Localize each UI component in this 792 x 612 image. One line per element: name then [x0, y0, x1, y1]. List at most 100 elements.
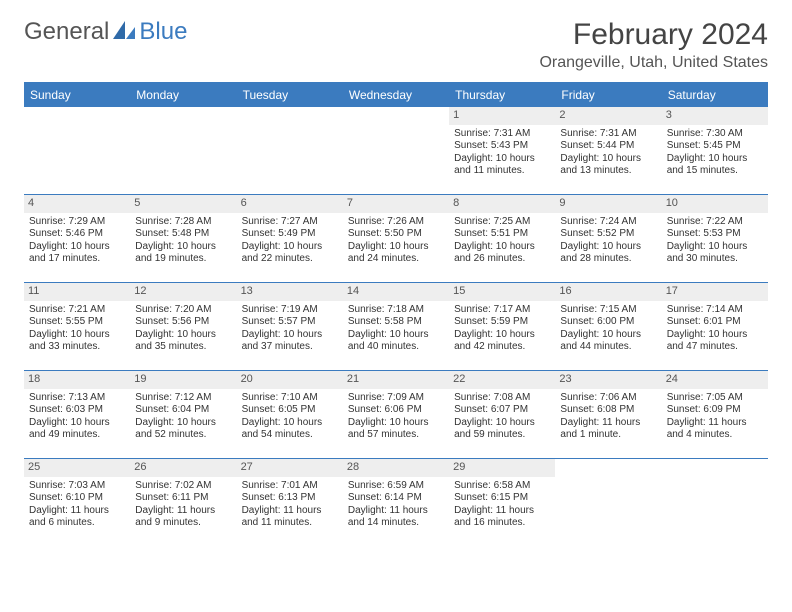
- dow-row: SundayMondayTuesdayWednesdayThursdayFrid…: [24, 83, 768, 107]
- day-number: 11: [24, 283, 130, 301]
- sunset-line: Sunset: 5:53 PM: [667, 228, 763, 241]
- day-cell: 19Sunrise: 7:12 AMSunset: 6:04 PMDayligh…: [130, 371, 236, 459]
- day-number: 4: [24, 195, 130, 213]
- brand-word1: General: [24, 18, 109, 46]
- day-number: 24: [662, 371, 768, 389]
- calendar-row: 4Sunrise: 7:29 AMSunset: 5:46 PMDaylight…: [24, 195, 768, 283]
- brand-word2: Blue: [139, 18, 187, 46]
- daylight-line: Daylight: 10 hours and 54 minutes.: [242, 417, 338, 442]
- sail-icon: [111, 19, 137, 46]
- day-cell: 25Sunrise: 7:03 AMSunset: 6:10 PMDayligh…: [24, 459, 130, 547]
- day-number: 27: [237, 459, 343, 477]
- dow-header: Thursday: [449, 83, 555, 107]
- day-number: 28: [343, 459, 449, 477]
- sunset-line: Sunset: 5:49 PM: [242, 228, 338, 241]
- sunset-line: Sunset: 6:13 PM: [242, 492, 338, 505]
- dow-header: Saturday: [662, 83, 768, 107]
- sunset-line: Sunset: 5:59 PM: [454, 316, 550, 329]
- sunset-line: Sunset: 5:57 PM: [242, 316, 338, 329]
- day-cell: 10Sunrise: 7:22 AMSunset: 5:53 PMDayligh…: [662, 195, 768, 283]
- day-cell: 24Sunrise: 7:05 AMSunset: 6:09 PMDayligh…: [662, 371, 768, 459]
- header: General Blue February 2024 Orangeville, …: [24, 18, 768, 72]
- day-cell: 26Sunrise: 7:02 AMSunset: 6:11 PMDayligh…: [130, 459, 236, 547]
- day-cell: 28 Sunrise: 6:59 AMSunset: 6:14 PMDayligh…: [343, 459, 449, 547]
- sunset-line: Sunset: 5:44 PM: [560, 140, 656, 153]
- day-cell: 8Sunrise: 7:25 AMSunset: 5:51 PMDaylight…: [449, 195, 555, 283]
- sunrise-line: Sunrise: 6:58 AM: [454, 480, 550, 493]
- empty-cell-leading: [343, 107, 449, 195]
- day-cell: 1Sunrise: 7:31 AMSunset: 5:43 PMDaylight…: [449, 107, 555, 195]
- day-number: 19: [130, 371, 236, 389]
- sunset-line: Sunset: 6:00 PM: [560, 316, 656, 329]
- day-cell: 9Sunrise: 7:24 AMSunset: 5:52 PMDaylight…: [555, 195, 661, 283]
- sunset-line: Sunset: 6:15 PM: [454, 492, 550, 505]
- day-number: 7: [343, 195, 449, 213]
- dow-header: Friday: [555, 83, 661, 107]
- sunrise-line: Sunrise: 7:19 AM: [242, 304, 338, 317]
- sunset-line: Sunset: 5:55 PM: [29, 316, 125, 329]
- day-number: 25: [24, 459, 130, 477]
- sunrise-line: Sunrise: 7:24 AM: [560, 216, 656, 229]
- sunrise-line: Sunrise: 7:12 AM: [135, 392, 231, 405]
- daylight-line: Daylight: 10 hours and 44 minutes.: [560, 329, 656, 354]
- sunrise-line: Sunrise: 7:29 AM: [29, 216, 125, 229]
- sunset-line: Sunset: 5:51 PM: [454, 228, 550, 241]
- day-cell: 6Sunrise: 7:27 AMSunset: 5:49 PMDaylight…: [237, 195, 343, 283]
- daylight-line: Daylight: 10 hours and 13 minutes.: [560, 153, 656, 178]
- sunrise-line: Sunrise: 7:31 AM: [560, 128, 656, 141]
- sunrise-line: Sunrise: 7:10 AM: [242, 392, 338, 405]
- sunset-line: Sunset: 5:48 PM: [135, 228, 231, 241]
- daylight-line: Daylight: 10 hours and 47 minutes.: [667, 329, 763, 354]
- day-number: 10: [662, 195, 768, 213]
- sunrise-line: Sunrise: 7:28 AM: [135, 216, 231, 229]
- daylight-line: Daylight: 10 hours and 17 minutes.: [29, 241, 125, 266]
- sunset-line: Sunset: 6:14 PM: [348, 492, 444, 505]
- sunrise-line: Sunrise: 7:30 AM: [667, 128, 763, 141]
- daylight-line: Daylight: 11 hours and 1 minute.: [560, 417, 656, 442]
- dow-header: Monday: [130, 83, 236, 107]
- sunset-line: Sunset: 6:06 PM: [348, 404, 444, 417]
- sunrise-line: Sunrise: 7:03 AM: [29, 480, 125, 493]
- calendar-table: SundayMondayTuesdayWednesdayThursdayFrid…: [24, 82, 768, 547]
- day-number: 9: [555, 195, 661, 213]
- dow-header: Tuesday: [237, 83, 343, 107]
- sunset-line: Sunset: 5:45 PM: [667, 140, 763, 153]
- day-number: 12: [130, 283, 236, 301]
- day-cell: 21Sunrise: 7:09 AMSunset: 6:06 PMDayligh…: [343, 371, 449, 459]
- day-number: 2: [555, 107, 661, 125]
- day-number: 26: [130, 459, 236, 477]
- daylight-line: Daylight: 10 hours and 33 minutes.: [29, 329, 125, 354]
- day-cell: 2 Sunrise: 7:31 AMSunset: 5:44 PMDaylight…: [555, 107, 661, 195]
- day-cell: 3Sunrise: 7:30 AMSunset: 5:45 PMDaylight…: [662, 107, 768, 195]
- day-number: 14: [343, 283, 449, 301]
- daylight-line: Daylight: 11 hours and 14 minutes.: [348, 505, 444, 530]
- calendar-row: 11Sunrise: 7:21 AMSunset: 5:55 PMDayligh…: [24, 283, 768, 371]
- sunset-line: Sunset: 6:10 PM: [29, 492, 125, 505]
- daylight-line: Daylight: 10 hours and 42 minutes.: [454, 329, 550, 354]
- daylight-line: Daylight: 10 hours and 59 minutes.: [454, 417, 550, 442]
- sunrise-line: Sunrise: 7:22 AM: [667, 216, 763, 229]
- sunrise-line: Sunrise: 7:25 AM: [454, 216, 550, 229]
- sunrise-line: Sunrise: 7:05 AM: [667, 392, 763, 405]
- sunrise-line: Sunrise: 6:59 AM: [348, 480, 444, 493]
- sunset-line: Sunset: 6:11 PM: [135, 492, 231, 505]
- day-number: 21: [343, 371, 449, 389]
- sunset-line: Sunset: 5:58 PM: [348, 316, 444, 329]
- calendar-row: 25 Sunrise: 7:03 AMSunset: 6:10 PM Dayligh…: [24, 459, 768, 547]
- day-cell: 23Sunrise: 7:06 AMSunset: 6:08 PMDayligh…: [555, 371, 661, 459]
- empty-cell-leading: [237, 107, 343, 195]
- daylight-line: Daylight: 10 hours and 52 minutes.: [135, 417, 231, 442]
- day-number: 6: [237, 195, 343, 213]
- daylight-line: Daylight: 10 hours and 37 minutes.: [242, 329, 338, 354]
- calendar-row: 18Sunrise: 7:13 AMSunset: 6:03 PMDayligh…: [24, 371, 768, 459]
- sunrise-line: Sunrise: 7:15 AM: [560, 304, 656, 317]
- day-cell: 5Sunrise: 7:28 AMSunset: 5:48 PMDaylight…: [130, 195, 236, 283]
- sunset-line: Sunset: 6:05 PM: [242, 404, 338, 417]
- day-number: 29: [449, 459, 555, 477]
- sunrise-line: Sunrise: 7:20 AM: [135, 304, 231, 317]
- daylight-line: Daylight: 11 hours and 9 minutes.: [135, 505, 231, 530]
- sunrise-line: Sunrise: 7:18 AM: [348, 304, 444, 317]
- sunrise-line: Sunrise: 7:09 AM: [348, 392, 444, 405]
- day-cell: 4Sunrise: 7:29 AMSunset: 5:46 PMDaylight…: [24, 195, 130, 283]
- day-number: 15: [449, 283, 555, 301]
